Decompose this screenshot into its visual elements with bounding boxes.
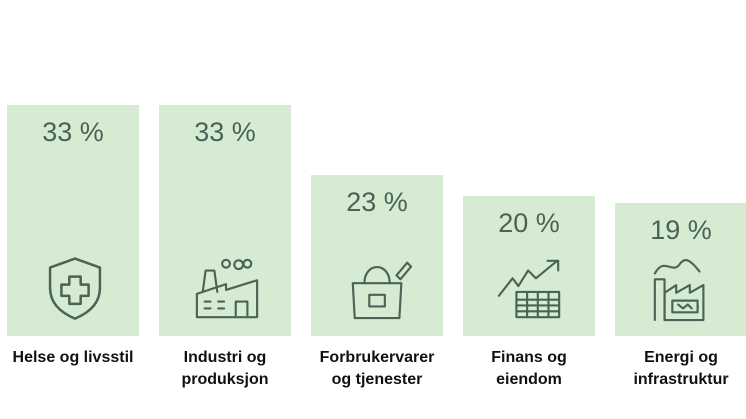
category-label-line: Finans og	[491, 349, 567, 366]
category-label-line: og tjenester	[331, 371, 423, 388]
category-label-line: Energi og	[644, 349, 718, 366]
category-label: Finans og eiendom	[454, 347, 604, 391]
bar-3	[311, 175, 443, 336]
growth-chart-table-icon	[497, 254, 565, 322]
shield-cross-icon	[41, 254, 109, 322]
category-label: Helse og livsstil	[0, 347, 148, 369]
category-label: Industri og produksjon	[150, 347, 300, 391]
factory-icon	[193, 254, 261, 322]
category-label-line: Forbrukervarer	[319, 349, 435, 366]
bar-1	[7, 105, 139, 336]
bar-5	[615, 203, 746, 336]
bar-value-label: 33 %	[42, 117, 104, 147]
shopping-bag-icon	[345, 254, 413, 322]
bar-value-label: 23 %	[346, 187, 408, 217]
category-label-line: Industri og	[183, 349, 267, 366]
bar-2	[159, 105, 291, 336]
power-plant-battery-icon	[649, 254, 717, 322]
category-label-line: Helse og livsstil	[12, 349, 134, 366]
category-label: Forbrukervarer og tjenester	[302, 347, 452, 391]
bar-4	[463, 196, 595, 336]
category-label-line: eiendom	[496, 371, 562, 388]
category-label-line: infrastruktur	[633, 371, 729, 388]
bar-value-label: 20 %	[498, 208, 560, 238]
bar-value-label: 19 %	[650, 215, 712, 245]
category-label: Energi og infrastruktur	[606, 347, 746, 391]
category-label-line: produksjon	[181, 371, 269, 388]
bar-value-label: 33 %	[194, 117, 256, 147]
